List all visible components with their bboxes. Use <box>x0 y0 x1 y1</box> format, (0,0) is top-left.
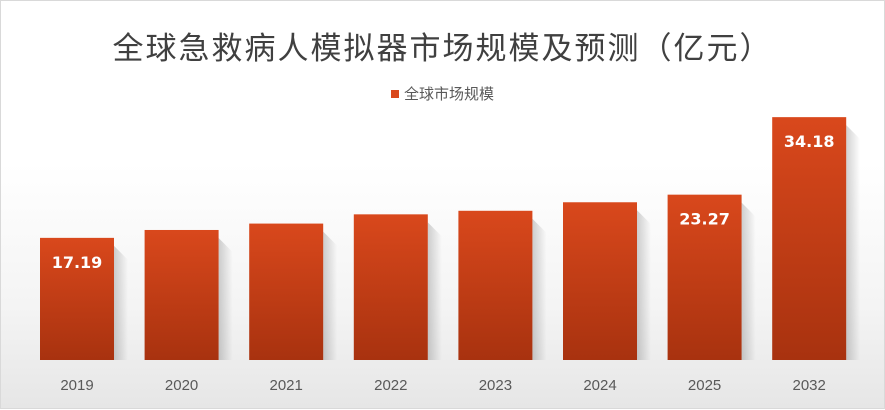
x-tick-label-2023: 2023 <box>479 377 512 394</box>
bar-shadows <box>114 125 861 360</box>
bar-2020 <box>144 229 219 360</box>
bars <box>40 117 847 360</box>
x-tick-label-2032: 2032 <box>793 377 826 394</box>
bar-shadow <box>427 222 442 360</box>
data-label-2025: 23.27 <box>679 210 730 229</box>
bar-2032 <box>772 117 847 360</box>
legend-swatch <box>390 90 399 98</box>
x-tick-label-2025: 2025 <box>688 377 721 394</box>
bar-shadow <box>846 125 861 360</box>
bar-shadow <box>741 202 756 360</box>
bar-2024 <box>563 202 637 360</box>
bar-shadow <box>323 231 338 360</box>
data-label-2019: 17.19 <box>52 253 103 272</box>
data-labels: 17.19 23.27 34.18 <box>52 132 835 272</box>
legend: 全球市场规模 <box>1 83 884 104</box>
bar-shadow <box>218 237 233 360</box>
data-label-2032: 34.18 <box>784 132 835 151</box>
x-tick-label-2024: 2024 <box>583 377 616 394</box>
bar-2022 <box>353 214 428 360</box>
x-axis-ticks: 2019 2020 2021 2022 2023 2024 2025 2032 <box>60 377 826 394</box>
x-tick-label-2019: 2019 <box>60 377 93 394</box>
x-tick-label-2021: 2021 <box>270 377 303 394</box>
bar-2021 <box>249 223 324 360</box>
x-tick-label-2020: 2020 <box>165 377 198 394</box>
bar-2023 <box>458 210 533 360</box>
x-tick-label-2022: 2022 <box>374 377 407 394</box>
bar-shadow <box>532 218 547 360</box>
legend-label: 全球市场规模 <box>403 85 494 103</box>
bar-2025 <box>667 194 742 360</box>
bar-2019 <box>40 237 114 360</box>
chart-title: 全球急救病人模拟器市场规模及预测（亿元） <box>112 31 773 67</box>
bar-shadow <box>114 245 128 360</box>
bar-shadow <box>637 210 651 360</box>
